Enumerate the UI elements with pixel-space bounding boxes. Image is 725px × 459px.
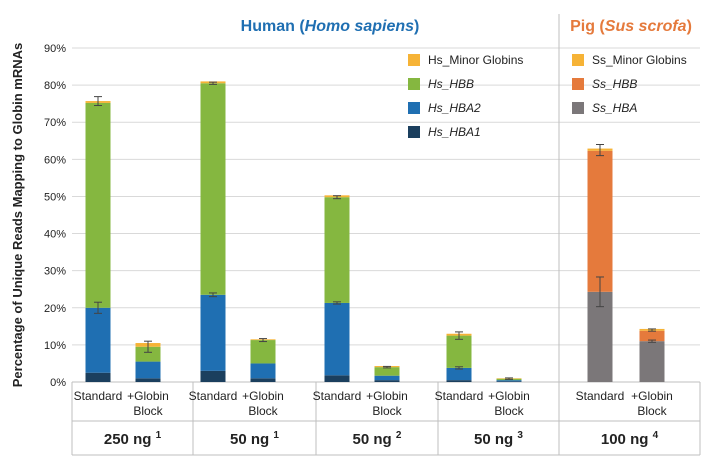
bar-segment [374, 380, 400, 382]
x-tick-label: Standard [435, 389, 484, 403]
y-tick-label: 40% [44, 229, 66, 241]
input-amount-label: 250 ng 1 [104, 430, 162, 448]
bar-segment [496, 381, 522, 382]
pig-legend-swatch [572, 54, 584, 66]
y-tick-label: 30% [44, 266, 66, 278]
y-tick-label: 50% [44, 191, 66, 203]
human-legend-swatch [408, 78, 420, 90]
x-tick-label: Block [133, 404, 163, 418]
bar-segment [324, 302, 350, 376]
bar-segment [135, 346, 161, 362]
input-amount-label: 50 ng 1 [230, 430, 279, 448]
pig-group-title: Pig (Sus scrofa) [570, 18, 692, 35]
bar-segment [135, 361, 161, 379]
bar-segment [200, 294, 226, 371]
axes: 0% 10% 20% 30% 40% 50% 60% 70% 80% 90% Standard +Gl… [44, 14, 701, 456]
legends: Hs_Minor Globins Hs_HBB Hs_HBA2 Hs_HBA1 Ss_M… [408, 53, 687, 139]
human-legend-swatch [408, 126, 420, 138]
pig-legend-label: Ss_HBA [592, 101, 637, 115]
bar-segment [639, 341, 665, 382]
x-tick-label: +Globin [631, 389, 673, 403]
x-tick-label: +Globin [242, 389, 284, 403]
human-legend-label: Hs_Minor Globins [428, 53, 523, 67]
human-legend-label: Hs_HBB [428, 77, 474, 91]
x-tick-label: +Globin [366, 389, 408, 403]
y-tick-label: 0% [50, 377, 66, 389]
y-tick-label: 20% [44, 303, 66, 315]
human-legend-swatch [408, 54, 420, 66]
bar-segment [250, 340, 276, 364]
bar-segment [374, 367, 400, 376]
x-tick-label: Standard [313, 389, 362, 403]
bars [85, 81, 665, 382]
bar-segment [85, 372, 111, 382]
bar-segment [250, 378, 276, 382]
y-tick-label: 70% [44, 117, 66, 129]
y-tick-label: 90% [44, 43, 66, 55]
human-legend-label: Hs_HBA2 [428, 101, 481, 115]
x-tick-label: Standard [189, 389, 238, 403]
x-tick-label: Block [494, 404, 524, 418]
y-tick-label: 80% [44, 80, 66, 92]
human-group-title: Human (Homo sapiens) [241, 18, 420, 35]
error-bars [94, 81, 656, 380]
pig-legend-label: Ss_HBB [592, 77, 637, 91]
x-tick-label: Block [248, 404, 278, 418]
y-tick-label: 10% [44, 340, 66, 352]
bar-segment [446, 380, 472, 382]
x-tick-label: +Globin [488, 389, 530, 403]
bar-segment [496, 380, 522, 382]
bar-segment [639, 330, 665, 342]
bar-segment [446, 335, 472, 368]
bar-segment [135, 378, 161, 382]
pig-legend-swatch [572, 78, 584, 90]
y-tick-label: 60% [44, 154, 66, 166]
input-amount-label: 50 ng 2 [353, 430, 402, 448]
x-tick-label: +Globin [127, 389, 169, 403]
bar-segment [587, 150, 613, 292]
x-tick-label: Block [637, 404, 667, 418]
human-legend-label: Hs_HBA1 [428, 125, 481, 139]
bar-segment [324, 197, 350, 303]
bar-segment [85, 307, 111, 373]
pig-legend-label: Ss_Minor Globins [592, 53, 687, 67]
y-axis-label: Percentage of Unique Reads Mapping to Gl… [10, 43, 25, 388]
input-amount-label: 50 ng 3 [474, 430, 523, 448]
human-legend-swatch [408, 102, 420, 114]
pig-legend-swatch [572, 102, 584, 114]
input-amount-label: 100 ng 4 [601, 430, 659, 448]
bar-segment [324, 375, 350, 382]
x-tick-label: Block [372, 404, 402, 418]
bar-segment [374, 375, 400, 381]
x-tick-label: Standard [74, 389, 123, 403]
gridlines [72, 47, 700, 346]
bar-segment [446, 367, 472, 381]
bar-segment [200, 83, 226, 295]
bar-segment [200, 370, 226, 382]
bar-segment [85, 102, 111, 308]
bar-segment [250, 363, 276, 379]
x-tick-label: Standard [576, 389, 625, 403]
